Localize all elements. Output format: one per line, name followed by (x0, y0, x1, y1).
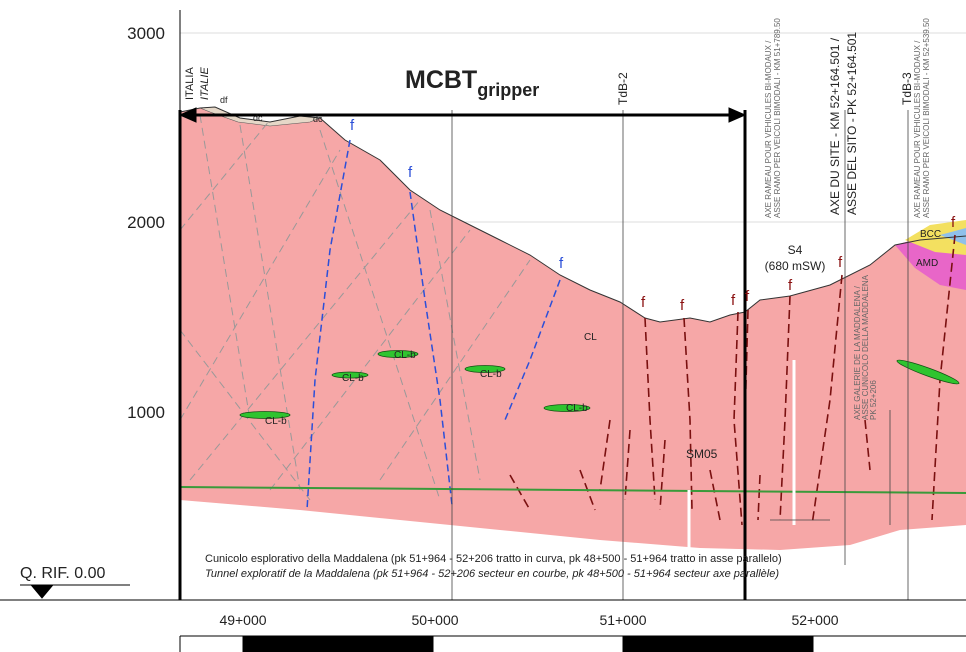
surface-label: df (220, 95, 228, 105)
title: MCBTgripper (405, 66, 539, 100)
unit-label: CL-b (566, 403, 588, 414)
surface-label: dc (253, 113, 263, 123)
fault-label: f (350, 117, 355, 134)
chainage-label: 51+000 (599, 612, 646, 628)
elevation-label: 3000 (127, 24, 165, 43)
chainage-label: 52+000 (791, 612, 838, 628)
title-main: MCBT (405, 66, 477, 94)
axis-note: ASSE RAMO PER VEICOLI BIMODALI - KM 51+7… (773, 18, 782, 218)
unit-label: CL-b (342, 373, 364, 384)
axis-note: AXE RAMEAU POUR VEHICULES BI-MODAUX / (913, 40, 922, 218)
fault-label: f (408, 164, 413, 181)
border-label: ITALIA (184, 67, 196, 100)
fault-label: f (788, 277, 793, 294)
chainage-label: 50+000 (411, 612, 458, 628)
border-label: ITALIE (199, 67, 211, 100)
chainage-label: 49+000 (219, 612, 266, 628)
fault-label: f (838, 254, 843, 271)
axis-note: ASSE DEL SITO - PK 52+164.501 (845, 32, 859, 215)
borehole-label: S4 (788, 243, 803, 257)
unit-label: CL-b (394, 350, 416, 361)
unit-label: CL-b (265, 416, 287, 427)
unit-label: CL-b (480, 369, 502, 380)
unit-label: AMD (916, 258, 938, 269)
borehole-label: (680 mSW) (765, 259, 826, 273)
fault-label: f (731, 292, 736, 309)
surface-label: dc (313, 114, 323, 124)
fault-label: f (680, 297, 685, 314)
unit-label: CL (584, 332, 597, 343)
elevation-label: 2000 (127, 213, 165, 232)
axis-note: PK 52+206 (869, 380, 878, 420)
fault-label: f (559, 255, 564, 272)
title-sub: gripper (477, 80, 539, 100)
borehole-label: TdB-3 (900, 72, 914, 105)
borehole-label: SM05 (686, 447, 718, 461)
cross-section: 3000 2000 1000 Q. RIF. 0.00 ITALIA ITALI… (0, 0, 966, 652)
tunnel-label: Cunicolo esplorativo della Maddalena (pk… (205, 553, 782, 565)
borehole-label: TdB-2 (616, 72, 630, 105)
axis-note: AXE DU SITE - KM 52+164.501 / (828, 37, 842, 215)
axis-note: ASSE RAMO PER VEICOLI BIMODALI - KM 52+5… (922, 18, 931, 218)
unit-label: BCC (920, 229, 941, 240)
elevation-label: 1000 (127, 403, 165, 422)
fault-label: f (641, 294, 646, 311)
tunnel-label: Tunnel exploratif de la Maddalena (pk 51… (205, 568, 779, 580)
fault-label: f (745, 288, 750, 305)
reference-label: Q. RIF. 0.00 (20, 565, 105, 582)
axis-note: AXE RAMEAU POUR VEHICULES BI-MODAUX / (764, 40, 773, 218)
